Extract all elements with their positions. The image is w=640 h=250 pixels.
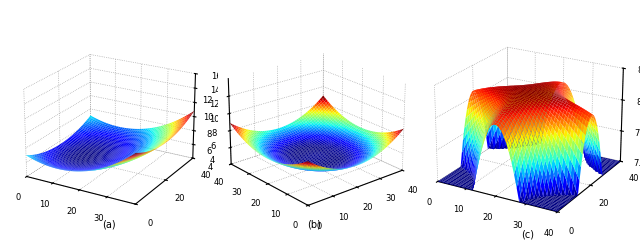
Text: (a): (a): [102, 219, 116, 229]
Text: (c): (c): [522, 229, 534, 239]
Text: (b): (b): [307, 219, 321, 229]
